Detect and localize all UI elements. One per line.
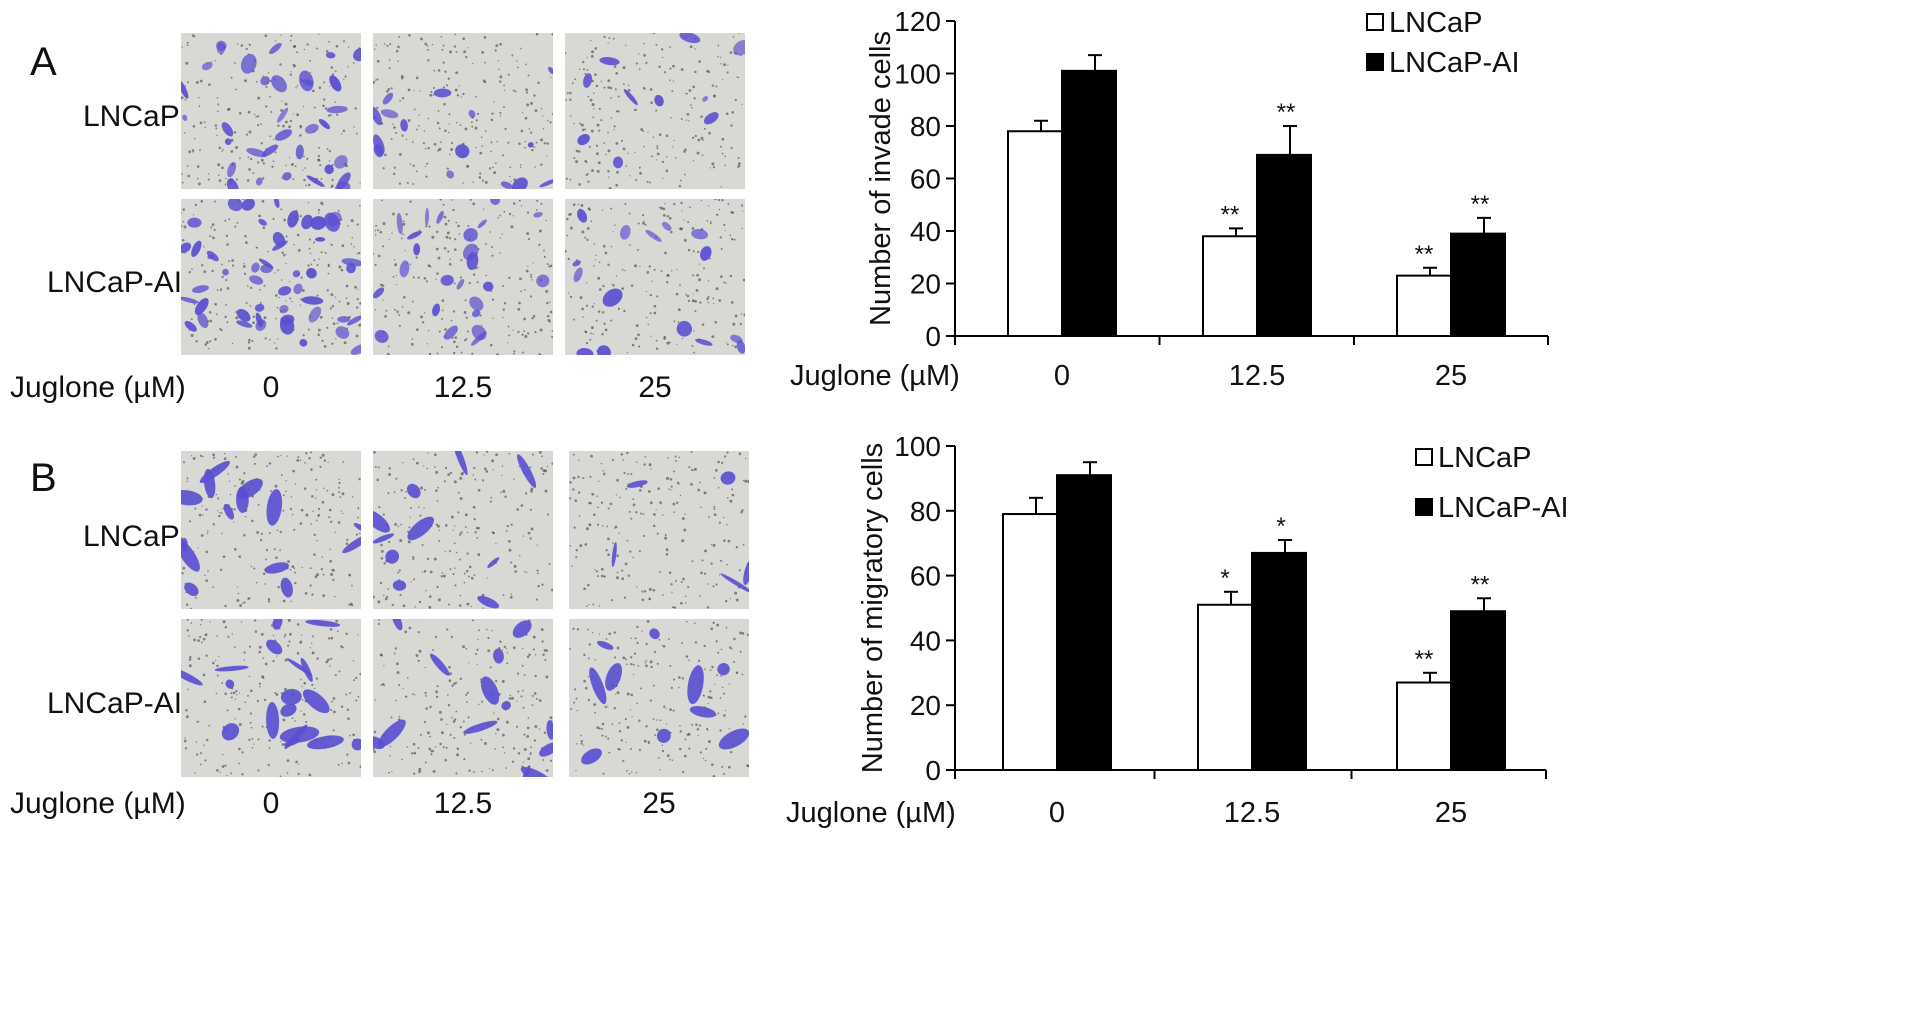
y-tick-label-0: 0 <box>925 321 941 352</box>
bar-invade-lncap-25 <box>1396 274 1452 337</box>
panel-a-dose-25: 25 <box>638 371 672 404</box>
panel-b-dose-0: 0 <box>262 787 280 820</box>
x-tick-label-migratory-2: 25 <box>1435 797 1467 829</box>
panel-a-dose-12-5: 12.5 <box>433 371 493 404</box>
micrograph-b-lncap-ai-0 <box>181 619 361 777</box>
bar-migratory-lncap-ai-12.5 <box>1251 551 1307 771</box>
panel-b-x-caption: Juglone (µM) <box>10 787 186 820</box>
micrograph-a-lncap-12-5 <box>373 33 553 189</box>
y-tick-label-60: 60 <box>910 561 941 592</box>
legend-label-migratory-1: LNCaP-AI <box>1438 492 1569 524</box>
panel-b-dose-25: 25 <box>642 787 676 820</box>
micrograph-a-lncap-ai-25 <box>565 199 745 355</box>
micrograph-b-lncap-0 <box>181 451 361 609</box>
panel-a-row-label-lncap-ai: LNCaP-AI <box>47 266 183 299</box>
micrograph-a-lncap-25 <box>565 33 745 189</box>
bar-invade-lncap-ai-25 <box>1450 232 1506 337</box>
micrograph-a-lncap-ai-12-5 <box>373 199 553 355</box>
y-tick-label-40: 40 <box>910 216 941 247</box>
bar-invade-lncap-12.5 <box>1202 235 1258 337</box>
y-axis-label-invade: Number of invade cells <box>865 31 897 326</box>
legend-swatch-invade-0 <box>1366 13 1384 31</box>
significance-invade-0-2: ** <box>1415 241 1434 268</box>
y-tick-label-80: 80 <box>910 111 941 142</box>
panel-b-dose-12-5: 12.5 <box>433 787 493 820</box>
significance-invade-0-1: ** <box>1221 201 1240 228</box>
y-tick-label-120: 120 <box>894 6 941 37</box>
significance-invade-1-1: ** <box>1277 99 1296 126</box>
panel-b-letter: B <box>30 456 57 500</box>
x-tick-label-migratory-0: 0 <box>1049 797 1065 829</box>
x-tick-label-invade-1: 12.5 <box>1229 360 1285 392</box>
y-tick-label-100: 100 <box>894 431 941 462</box>
y-axis-label-migratory: Number of migratory cells <box>857 443 889 773</box>
bar-migratory-lncap-25 <box>1396 681 1452 772</box>
panel-a-x-caption: Juglone (µM) <box>10 371 186 404</box>
legend-label-invade-1: LNCaP-AI <box>1389 47 1520 79</box>
panel-a-row-label-lncap: LNCaP <box>83 100 180 133</box>
y-tick-label-20: 20 <box>910 690 941 721</box>
significance-migratory-0-2: ** <box>1415 646 1434 673</box>
chart-invade <box>946 13 1549 345</box>
significance-migratory-1-1: * <box>1276 513 1285 540</box>
y-tick-label-20: 20 <box>910 269 941 300</box>
micrograph-b-lncap-12-5 <box>373 451 553 609</box>
legend-swatch-migratory-0 <box>1415 448 1433 466</box>
panel-a-letter: A <box>30 40 57 84</box>
significance-migratory-0-1: * <box>1220 565 1229 592</box>
x-tick-label-migratory-1: 12.5 <box>1224 797 1280 829</box>
y-tick-label-100: 100 <box>894 59 941 90</box>
y-tick-label-80: 80 <box>910 496 941 527</box>
significance-invade-1-2: ** <box>1471 191 1490 218</box>
y-tick-label-60: 60 <box>910 164 941 195</box>
panel-a-dose-0: 0 <box>262 371 280 404</box>
panel-b-row-label-lncap-ai: LNCaP-AI <box>47 687 183 720</box>
legend-label-invade-0: LNCaP <box>1389 7 1483 39</box>
legend-swatch-migratory-1 <box>1415 498 1433 516</box>
micrograph-a-lncap-ai-0 <box>181 199 361 355</box>
x-tick-label-invade-2: 25 <box>1435 360 1467 392</box>
bar-invade-lncap-0 <box>1007 130 1063 337</box>
x-axis-label-migratory: Juglone (µM) <box>786 797 956 829</box>
legend-label-migratory-0: LNCaP <box>1438 442 1532 474</box>
x-axis-label-invade: Juglone (µM) <box>790 360 960 392</box>
micrograph-b-lncap-ai-12-5 <box>373 619 553 777</box>
y-tick-label-40: 40 <box>910 625 941 656</box>
bar-migratory-lncap-12.5 <box>1197 603 1253 772</box>
y-tick-label-0: 0 <box>925 755 941 786</box>
legend-swatch-invade-1 <box>1366 53 1384 71</box>
micrograph-a-lncap-0 <box>181 33 361 189</box>
bar-migratory-lncap-0 <box>1002 513 1058 771</box>
micrograph-b-lncap-ai-25 <box>569 619 749 777</box>
bar-invade-lncap-ai-12.5 <box>1256 153 1312 337</box>
chart-migratory <box>946 445 1547 779</box>
significance-migratory-1-2: ** <box>1471 571 1490 598</box>
bar-migratory-lncap-ai-0 <box>1056 474 1112 771</box>
panel-b-row-label-lncap: LNCaP <box>83 520 180 553</box>
bar-invade-lncap-ai-0 <box>1061 69 1117 337</box>
x-tick-label-invade-0: 0 <box>1054 360 1070 392</box>
micrograph-b-lncap-25 <box>569 451 749 609</box>
bar-migratory-lncap-ai-25 <box>1450 610 1506 771</box>
